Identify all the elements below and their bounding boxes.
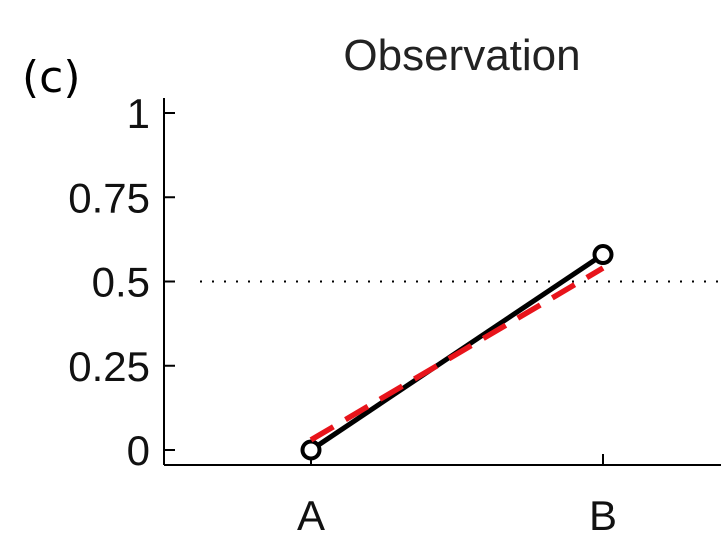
x-tick-label: A — [297, 492, 325, 539]
axes: 0 0.25 0.5 0.75 1 A B — [68, 90, 721, 539]
series-group — [300, 244, 614, 461]
chart-title: Observation — [343, 31, 580, 80]
series-marker — [592, 244, 614, 266]
dashed-series-line — [309, 265, 605, 443]
y-tick-label: 0 — [127, 427, 150, 474]
series-marker — [300, 439, 322, 461]
y-tick-label: 0.5 — [92, 259, 150, 306]
y-tick-label: 0.75 — [68, 174, 150, 221]
x-tick-label: B — [589, 492, 617, 539]
y-tick-label: 0.25 — [68, 343, 150, 390]
y-tick-label: 1 — [127, 90, 150, 137]
panel-label: (c) — [22, 52, 81, 103]
